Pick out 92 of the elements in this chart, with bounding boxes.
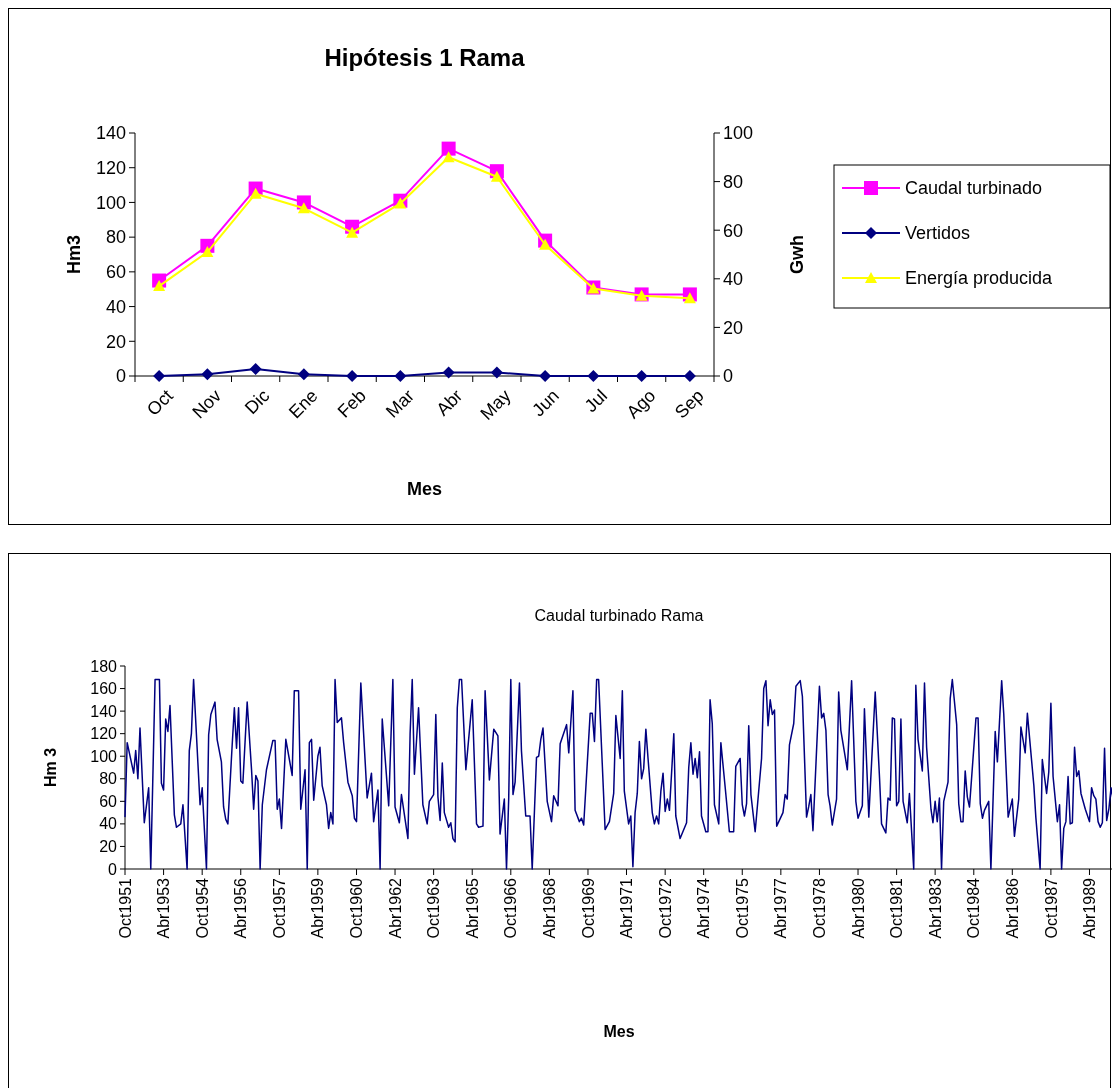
x-tick-label: Oct1960 bbox=[348, 877, 366, 939]
x-tick-label: Oct1969 bbox=[579, 877, 597, 939]
x-tick-label: Oct1954 bbox=[193, 877, 211, 939]
point bbox=[587, 370, 600, 382]
y-tick-label: 140 bbox=[90, 702, 118, 720]
x-tick-label: Oct1981 bbox=[888, 877, 906, 939]
y-tick-label: 120 bbox=[90, 725, 118, 743]
y2-tick-label: 80 bbox=[723, 171, 744, 192]
point bbox=[539, 238, 552, 250]
chart-title: Caudal turbinado Rama bbox=[534, 607, 704, 624]
y2-tick-label: 20 bbox=[723, 317, 744, 338]
x-tick-label: Abr bbox=[432, 385, 467, 420]
x-tick-label: Oct1951 bbox=[116, 877, 134, 939]
x-tick-label: Abr1989 bbox=[1081, 877, 1099, 939]
x-tick-label: Oct1987 bbox=[1042, 877, 1060, 939]
point bbox=[201, 246, 214, 258]
point bbox=[442, 151, 455, 163]
x-tick-label: Ene bbox=[284, 385, 322, 423]
point bbox=[442, 366, 455, 379]
y-tick-label: 60 bbox=[99, 792, 118, 810]
legend-label: Vertidos bbox=[905, 223, 971, 244]
point bbox=[490, 366, 503, 379]
point bbox=[249, 363, 262, 376]
point bbox=[249, 187, 262, 199]
point bbox=[635, 370, 648, 382]
point bbox=[441, 141, 456, 156]
y2-tick-label: 40 bbox=[723, 269, 744, 290]
x-tick-label: May bbox=[476, 385, 515, 424]
y-tick-label: 120 bbox=[95, 158, 126, 179]
point bbox=[297, 202, 310, 214]
y2-tick-label: 0 bbox=[723, 366, 734, 387]
x-tick-label: Abr1959 bbox=[309, 877, 327, 939]
x-tick-label: Oct1975 bbox=[733, 877, 751, 939]
y2-axis-title: Gwh bbox=[787, 235, 807, 274]
x-tick-label: Abr1965 bbox=[463, 877, 481, 939]
y-tick-label: 40 bbox=[105, 296, 126, 317]
point bbox=[394, 370, 407, 382]
x-tick-label: Oct1957 bbox=[270, 877, 288, 939]
x-tick-label: Abr1968 bbox=[540, 877, 558, 939]
x-tick-label: Abr1971 bbox=[618, 877, 636, 939]
x-tick-label: Abr1980 bbox=[849, 877, 867, 939]
x-tick-label: Oct1972 bbox=[656, 877, 674, 939]
x-tick-label: Abr1986 bbox=[1003, 877, 1021, 939]
x-tick-label: Nov bbox=[188, 385, 226, 423]
legend-label: Caudal turbinado bbox=[905, 178, 1043, 199]
x-tick-label: Jun bbox=[528, 385, 563, 421]
x-tick-label: Abr1956 bbox=[232, 877, 250, 939]
x-tick-label: Oct bbox=[142, 385, 177, 420]
x-axis-title: Mes bbox=[603, 1023, 635, 1040]
point bbox=[683, 292, 696, 304]
point bbox=[201, 368, 214, 381]
x-tick-label: Abr1953 bbox=[155, 877, 173, 939]
point bbox=[394, 197, 407, 209]
x-tick-label: Dic bbox=[240, 385, 274, 419]
x-axis-title: Mes bbox=[406, 479, 443, 499]
y-tick-label: 80 bbox=[99, 770, 118, 788]
x-tick-label: Abr1983 bbox=[926, 877, 944, 939]
y-axis-title: Hm3 bbox=[64, 234, 84, 275]
x-tick-label: Abr1962 bbox=[386, 877, 404, 939]
chart-title: Hipótesis 1 Rama bbox=[324, 44, 526, 71]
x-tick-label: Abr1974 bbox=[695, 877, 713, 939]
y-tick-label: 40 bbox=[99, 815, 118, 833]
y-tick-label: 60 bbox=[105, 262, 126, 283]
y2-tick-label: 100 bbox=[723, 123, 754, 144]
point bbox=[297, 368, 310, 381]
y-tick-label: 160 bbox=[90, 680, 118, 698]
y-tick-label: 100 bbox=[90, 747, 118, 765]
x-tick-label: Ago bbox=[622, 385, 660, 423]
y-tick-label: 0 bbox=[108, 860, 118, 878]
y-tick-label: 20 bbox=[99, 838, 118, 856]
point bbox=[490, 170, 503, 182]
y-tick-label: 140 bbox=[95, 123, 126, 144]
x-tick-label: Oct1978 bbox=[811, 877, 829, 939]
legend-label: Energía producida bbox=[905, 268, 1054, 289]
x-tick-label: Sep bbox=[670, 385, 708, 423]
y-tick-label: 0 bbox=[115, 366, 126, 387]
x-tick-label: Oct1966 bbox=[502, 877, 520, 939]
x-tick-label: Abr1977 bbox=[772, 877, 790, 939]
x-tick-label: Oct1963 bbox=[425, 877, 443, 939]
point bbox=[346, 226, 359, 238]
y-tick-label: 80 bbox=[105, 227, 126, 248]
y-tick-label: 100 bbox=[95, 192, 126, 213]
x-tick-label: Feb bbox=[333, 385, 370, 422]
y2-tick-label: 60 bbox=[723, 220, 744, 241]
x-tick-label: Mar bbox=[382, 385, 419, 422]
y-axis-title: Hm 3 bbox=[42, 747, 59, 788]
x-tick-label: Jul bbox=[580, 385, 612, 417]
y-tick-label: 20 bbox=[105, 331, 126, 352]
point bbox=[153, 280, 166, 292]
point bbox=[153, 370, 166, 382]
x-tick-label: Oct1984 bbox=[965, 877, 983, 939]
y-tick-label: 180 bbox=[90, 657, 118, 675]
